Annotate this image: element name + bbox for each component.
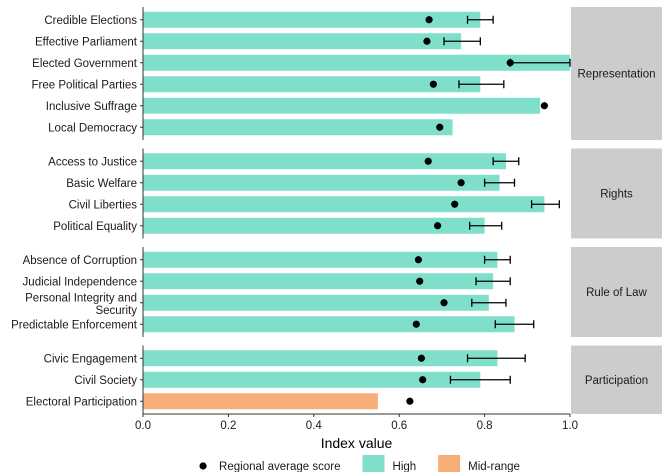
error-bar — [458, 80, 505, 89]
category-label: Civil Society — [74, 375, 137, 387]
category-label: Judicial Independence — [23, 276, 137, 288]
strip-background — [571, 247, 662, 337]
x-axis: 0.0 0.2 0.4 0.6 0.8 1.0 — [135, 413, 578, 432]
average-point — [419, 376, 427, 384]
bar — [143, 54, 570, 71]
panel-3: Participation Civic Engagement Civil Socie… — [26, 345, 662, 414]
average-point — [414, 256, 423, 264]
average-point — [412, 320, 420, 328]
bar — [143, 273, 494, 290]
average-point — [406, 397, 414, 405]
legend-item-fill: High — [362, 455, 417, 472]
x-tick-label: 0.6 — [391, 420, 407, 432]
x-tick-label: 0.4 — [306, 420, 323, 432]
strip-label: Rule of Law — [586, 287, 647, 299]
x-tick-label: 0.8 — [477, 420, 493, 432]
average-point — [425, 16, 433, 24]
legend: Regional average score High Mid-range — [199, 455, 520, 472]
category-label: Access to Justice — [48, 156, 137, 168]
strip-label: Participation — [585, 375, 648, 387]
error-bar — [443, 37, 481, 46]
strip-background — [571, 345, 662, 414]
x-axis-title: Index value — [321, 435, 393, 451]
x-tick-label: 0.0 — [135, 420, 151, 432]
category-label: Absence of Corruption — [23, 255, 137, 267]
average-point — [434, 222, 442, 230]
category-label: Credible Elections — [44, 15, 137, 27]
panel-2: Rule of Law Absence of Corruption Judicial… — [11, 247, 662, 337]
category-label: Inclusive Suffrage — [46, 101, 137, 113]
legend-label: High — [393, 461, 417, 472]
average-point — [457, 179, 465, 187]
strip-background — [571, 148, 662, 239]
legend-swatch — [438, 455, 461, 472]
panel-1: Rights Access to Justice Basic Welfare Civi… — [48, 148, 662, 239]
category-label: Effective Parliament — [35, 36, 138, 48]
average-point — [417, 354, 426, 362]
category-label: Political Equality — [53, 221, 137, 233]
category-label: Basic Welfare — [66, 178, 137, 190]
error-bar — [492, 157, 520, 166]
bar — [143, 316, 515, 333]
average-point — [506, 59, 514, 67]
category-label: Personal Integrity and Security — [25, 292, 137, 317]
panel-0: Representation Credible Elections Effectiv… — [32, 7, 662, 140]
category-label: Local Democracy — [48, 122, 137, 134]
bar — [143, 119, 453, 136]
error-bar — [475, 277, 511, 286]
category-label: Electoral Participation — [26, 396, 137, 408]
category-label: Free Political Parties — [32, 79, 138, 91]
bar — [143, 350, 498, 367]
legend-swatch — [362, 455, 385, 472]
strip-label: Rights — [600, 189, 633, 201]
average-point — [540, 102, 548, 110]
error-bar — [469, 221, 503, 230]
average-point — [416, 277, 424, 285]
legend-item-fill: Mid-range — [438, 455, 520, 472]
legend-item-point: Regional average score — [199, 461, 341, 472]
average-point — [424, 157, 432, 165]
category-label: Elected Government — [32, 58, 138, 70]
chart-panels: Representation Credible Elections Effectiv… — [11, 7, 662, 414]
bar — [143, 371, 481, 388]
bar — [143, 217, 485, 234]
error-bar — [483, 178, 516, 187]
bar — [143, 196, 545, 213]
error-bar — [483, 255, 511, 264]
category-label: Civil Liberties — [69, 199, 138, 211]
bar — [143, 294, 489, 311]
error-bar — [466, 354, 526, 363]
bar — [143, 393, 378, 410]
bar — [143, 11, 481, 28]
category-label: Predictable Enforcement — [11, 319, 138, 331]
error-bar — [494, 320, 535, 329]
bar — [143, 76, 481, 93]
average-point — [436, 123, 444, 131]
average-point — [451, 200, 459, 208]
average-point — [440, 299, 448, 307]
bar — [143, 97, 541, 114]
category-label: Civic Engagement — [44, 353, 138, 365]
legend-point-label: Regional average score — [219, 461, 340, 472]
average-point — [429, 80, 437, 88]
error-bar — [530, 200, 560, 209]
strip-background — [571, 7, 662, 140]
bar — [143, 153, 506, 170]
bar — [143, 251, 498, 268]
legend-label: Mid-range — [468, 461, 520, 472]
error-bar — [471, 298, 507, 307]
bar — [143, 174, 500, 191]
strip-label: Representation — [578, 69, 656, 81]
bar — [143, 33, 462, 50]
x-tick-label: 0.2 — [220, 420, 236, 432]
average-point — [423, 37, 431, 45]
error-bar — [449, 375, 511, 384]
x-tick-label: 1.0 — [562, 420, 578, 432]
error-bar — [466, 15, 494, 24]
legend-point-marker — [199, 462, 207, 470]
